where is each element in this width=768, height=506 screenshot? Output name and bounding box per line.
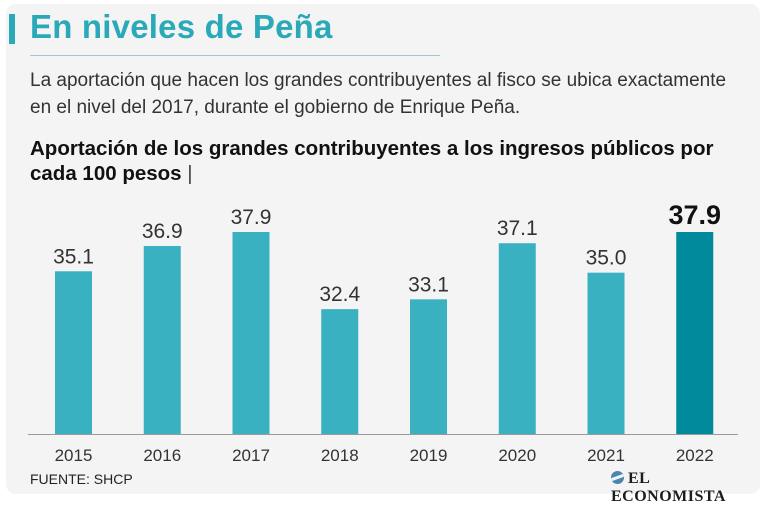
bar-2021 [587, 272, 625, 434]
title-accent-bar [9, 14, 15, 44]
x-tick-label-2022: 2022 [676, 446, 714, 465]
data-label-2018: 32.4 [319, 283, 360, 306]
x-tick-label-2017: 2017 [232, 446, 270, 465]
bar-2017 [232, 232, 270, 434]
bar-2018 [321, 309, 359, 434]
page-title: En niveles de Peña [30, 8, 333, 45]
infographic-card [6, 4, 760, 494]
bar-2022 [676, 232, 714, 434]
x-tick-label-2015: 2015 [55, 446, 93, 465]
chart-title-text: Aportación de los grandes contribuyentes… [30, 137, 714, 185]
brand-name: EL ECONOMISTA [611, 470, 726, 505]
data-label-2020: 37.1 [497, 217, 538, 240]
x-tick-label-2016: 2016 [143, 446, 181, 465]
title-divider [30, 55, 440, 56]
brand-globe-icon [611, 471, 624, 484]
data-label-2021: 35.0 [586, 247, 627, 270]
data-label-2022: 37.9 [668, 200, 721, 230]
data-label-2017: 37.9 [231, 206, 272, 229]
data-label-2016: 36.9 [142, 220, 183, 243]
chart-title-pipe: | [187, 162, 193, 185]
data-label-2015: 35.1 [53, 245, 94, 268]
x-tick-label-2021: 2021 [587, 446, 625, 465]
x-tick-label-2019: 2019 [410, 446, 448, 465]
subtitle: La aportación que hacen los grandes cont… [30, 70, 727, 118]
x-tick-label-2020: 2020 [498, 446, 536, 465]
bar-2015 [55, 271, 92, 434]
bar-2020 [498, 243, 536, 434]
source-note: FUENTE: SHCP [30, 471, 133, 487]
bar-2019 [410, 299, 447, 434]
chart-title: Aportación de los grandes contribuyentes… [30, 136, 730, 186]
data-label-2019: 33.1 [408, 273, 449, 296]
bar-2016 [143, 246, 181, 434]
x-tick-label-2018: 2018 [321, 446, 359, 465]
